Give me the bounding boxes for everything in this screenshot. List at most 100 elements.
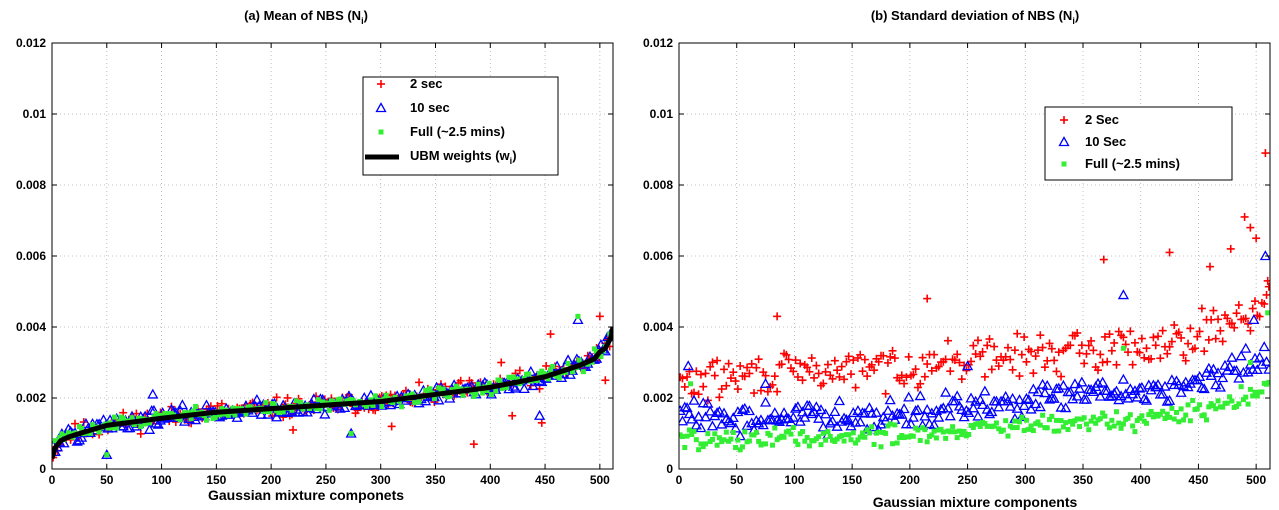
point-b-2-377: [1111, 423, 1117, 429]
point-b-0-231: [941, 355, 950, 364]
point-b-0-233: [943, 336, 952, 345]
point-b-2-159: [860, 430, 866, 436]
point-b-2-127: [823, 437, 829, 443]
point-b-2-313: [1037, 422, 1043, 428]
point-a-2-457: [550, 363, 556, 369]
point-b-2-329: [1056, 428, 1062, 434]
point-a-2-165: [230, 405, 236, 411]
point-b-1-491: [1240, 342, 1252, 353]
panel-b-legend-entries: [1058, 116, 1070, 167]
point-b-2-15: [693, 437, 699, 443]
point-b-1-151: [847, 407, 859, 418]
point-b-1-127: [819, 408, 832, 419]
point-b-2-511: [1266, 379, 1270, 385]
point-b-1-9: [683, 408, 696, 419]
y-tick-label-b-2: 0.004: [643, 320, 673, 334]
outlier-b-1-3: [682, 360, 694, 371]
point-b-1-385: [1117, 373, 1130, 384]
point-a-2-85: [142, 421, 148, 427]
point-b-2-67: [753, 429, 759, 435]
point-b-2-155: [855, 437, 861, 443]
point-b-1-271: [986, 406, 998, 417]
outlier-a-1-3: [572, 314, 584, 325]
point-a-2-9: [59, 431, 65, 437]
point-b-0-393: [1128, 360, 1137, 369]
panel-a-ticks: 0 50 100 150 200 250 300 350 400 450 500 0 0.002 0.00…: [16, 36, 613, 487]
point-b-2-429: [1171, 416, 1177, 422]
point-b-0-429: [1170, 321, 1179, 330]
series-a-0: [52, 312, 613, 462]
point-b-0-177: [879, 351, 888, 360]
point-b-1-461: [1205, 370, 1217, 380]
point-a-2-219: [289, 407, 295, 413]
point-b-0-65: [750, 389, 759, 398]
point-b-0-43: [724, 359, 733, 368]
y-tick-label-a-0: 0: [39, 462, 46, 476]
point-b-2-331: [1058, 418, 1064, 424]
outlier-b-0-0: [1261, 149, 1270, 158]
point-a-2-405: [493, 388, 499, 394]
point-b-0-257: [971, 350, 980, 359]
point-b-2-411: [1150, 414, 1156, 420]
point-b-2-91: [781, 434, 787, 440]
point-b-0-19: [696, 370, 705, 379]
point-a-2-393: [480, 390, 486, 396]
point-a-0-21: [71, 419, 80, 428]
point-b-2-55: [739, 444, 745, 450]
point-b-0-103: [793, 372, 802, 381]
point-b-0-9: [685, 367, 694, 376]
point-b-2-25: [705, 431, 711, 437]
point-a-1-431: [518, 383, 530, 394]
x-tick-label-a-10: 500: [590, 473, 610, 487]
point-b-2-379: [1113, 409, 1119, 415]
point-b-0-235: [946, 367, 955, 376]
point-a-2-301: [379, 404, 385, 410]
point-b-2-61: [746, 438, 752, 444]
point-b-2-221: [931, 428, 937, 434]
point-b-0-45: [726, 374, 735, 383]
x-tick-label-a-3: 150: [206, 473, 226, 487]
point-a-2-141: [203, 417, 209, 423]
x-tick-label-b-7: 350: [1073, 473, 1093, 487]
point-b-1-401: [1136, 381, 1148, 392]
point-b-1-221: [928, 419, 940, 430]
point-a-2-65: [120, 415, 126, 421]
legend-b-label-10sec: 10 Sec: [1085, 134, 1126, 149]
point-b-2-399: [1137, 415, 1143, 421]
y-tick-label-a-3: 0.006: [16, 249, 46, 263]
outlier-a-0-7: [508, 411, 517, 420]
point-b-1-357: [1085, 384, 1097, 395]
point-a-2-345: [427, 386, 433, 392]
point-b-2-501: [1254, 393, 1260, 399]
point-a-2-35: [87, 430, 93, 436]
point-b-2-493: [1245, 401, 1251, 407]
point-b-0-17: [694, 390, 703, 399]
point-b-0-31: [710, 371, 719, 380]
point-a-2-275: [350, 398, 356, 404]
point-b-0-145: [842, 357, 851, 366]
point-a-2-497: [594, 349, 600, 355]
point-b-2-409: [1148, 408, 1154, 414]
point-b-2-357: [1088, 418, 1094, 424]
point-b-1-433: [1173, 378, 1185, 389]
point-a-2-153: [217, 412, 223, 418]
point-b-1-277: [993, 401, 1005, 412]
point-b-0-81: [768, 380, 777, 389]
point-b-2-345: [1074, 416, 1080, 422]
point-b-0-323: [1047, 344, 1056, 353]
point-b-2-465: [1213, 406, 1219, 412]
point-b-1-27: [704, 405, 716, 416]
point-b-0-59: [743, 363, 752, 372]
point-b-2-49: [733, 445, 739, 451]
point-b-1-215: [921, 404, 933, 414]
point-a-2-263: [337, 396, 343, 402]
panel-b-x-axis-label: Gaussian mixture components: [873, 494, 1078, 510]
point-a-1-89: [143, 423, 156, 434]
point-a-2-199: [267, 409, 273, 415]
point-b-1-39: [718, 407, 730, 418]
point-b-2-391: [1127, 412, 1133, 418]
x-tick-label-b-0: 0: [676, 473, 683, 487]
panel-b-legend: 2 Sec 10 Sec Full (~2.5 mins): [1044, 106, 1233, 181]
point-b-0-107: [798, 376, 807, 385]
point-b-0-267: [983, 341, 992, 350]
